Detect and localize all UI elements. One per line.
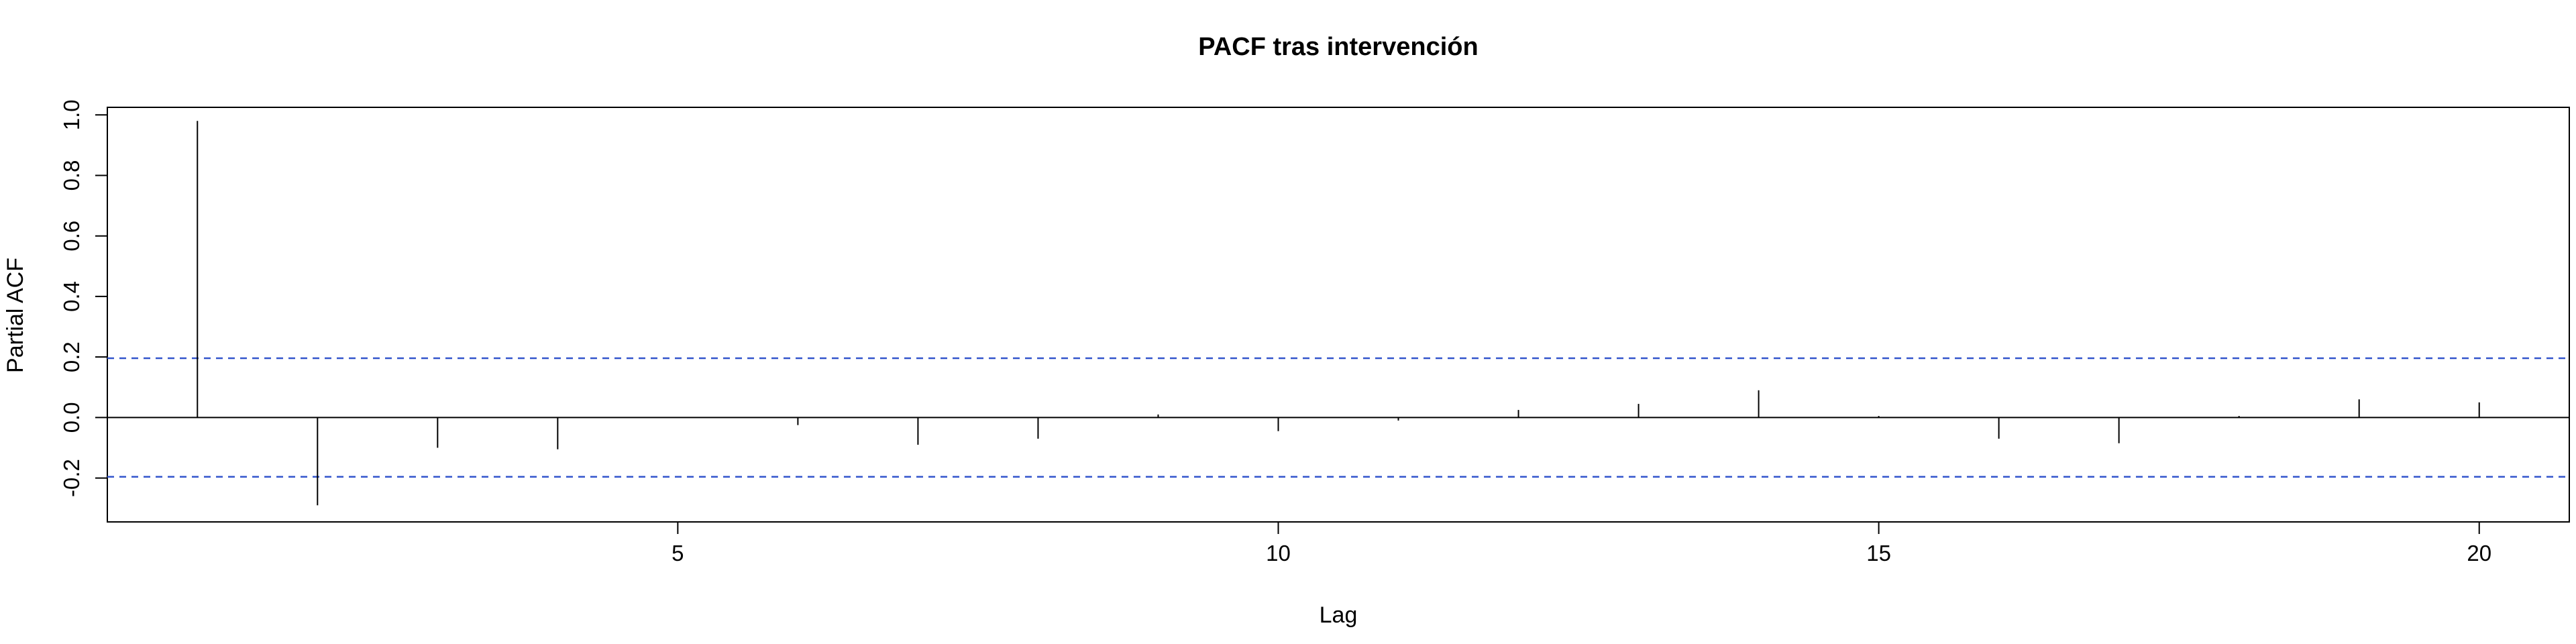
plot-frame: [107, 107, 2570, 523]
x-tick-label: 15: [1866, 541, 1891, 566]
y-tick-label: 0.4: [59, 281, 84, 312]
y-tick-label: 1.0: [59, 99, 84, 130]
y-axis: -0.2 0.0 0.2 0.4 0.6 0.8 1.0: [59, 99, 107, 497]
y-tick-label: 0.0: [59, 402, 84, 433]
y-tick-label: 0.6: [59, 221, 84, 252]
x-axis: 5 10 15 20: [672, 522, 2491, 566]
x-tick-label: 20: [2467, 541, 2491, 566]
x-axis-label: Lag: [1320, 602, 1358, 628]
chart-title: PACF tras intervención: [1198, 33, 1478, 61]
y-tick-label: 0.2: [59, 341, 84, 372]
plot-area: [107, 107, 2570, 523]
x-tick-label: 10: [1266, 541, 1291, 566]
y-tick-label: -0.2: [59, 459, 84, 497]
y-axis-label: Partial ACF: [3, 258, 28, 373]
y-tick-label: 0.8: [59, 160, 84, 191]
x-tick-label: 5: [672, 541, 684, 566]
